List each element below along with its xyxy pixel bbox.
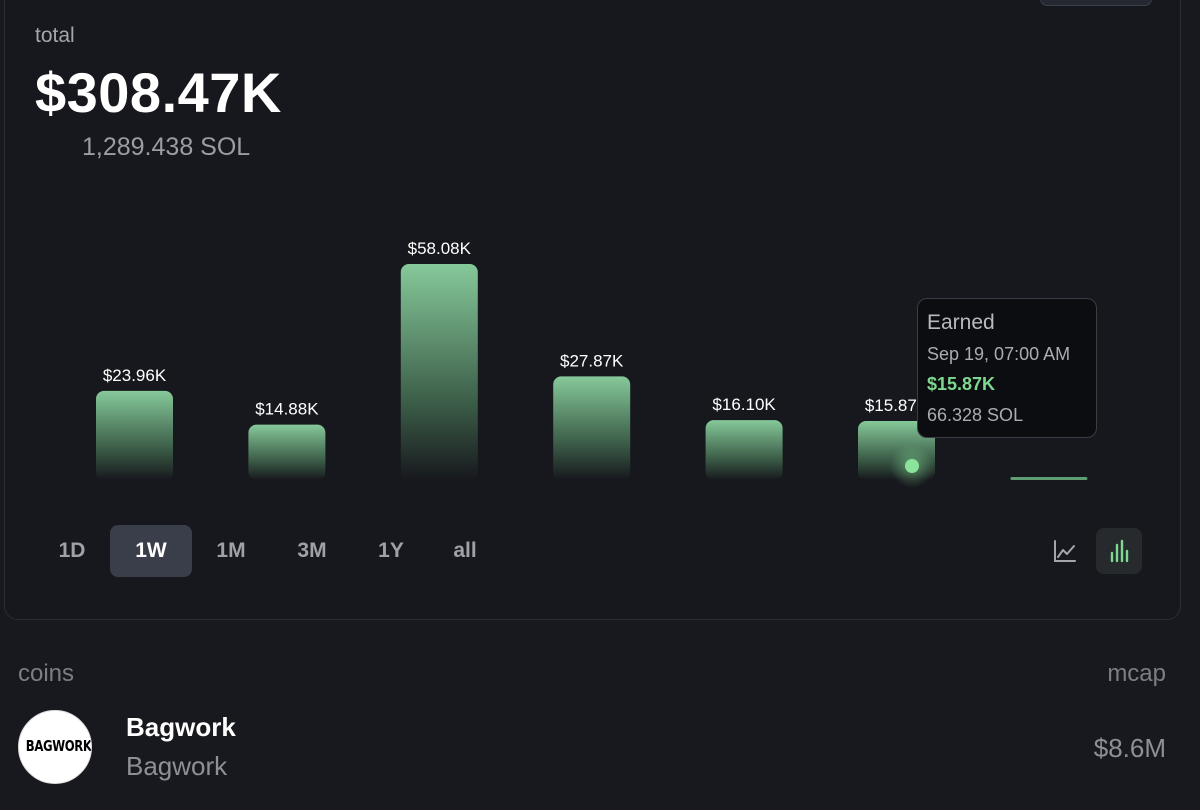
tooltip-sol: 66.328 SOL (927, 405, 1024, 425)
bar-value-label: $15.87K (865, 396, 929, 415)
range-1y[interactable]: 1Y (378, 539, 404, 562)
chart-bar[interactable] (96, 390, 173, 480)
range-3m[interactable]: 3M (297, 539, 327, 562)
total-value: $308.47K (35, 61, 282, 124)
bar-value-label: $16.10K (712, 395, 776, 414)
tooltip-title: Earned (927, 311, 995, 334)
mcap-header: mcap (1107, 660, 1166, 687)
chart-bar[interactable] (553, 376, 631, 480)
hover-dot (905, 459, 919, 473)
chart-bar[interactable] (1010, 477, 1088, 480)
chart-bar[interactable] (705, 420, 783, 480)
coin-mcap: $8.6M (1093, 733, 1166, 763)
total-label: total (35, 24, 75, 47)
line-chart-view-button[interactable] (1042, 528, 1088, 574)
coin-name: Bagwork (126, 712, 236, 742)
total-sol-value: 1,289.438 SOL (82, 133, 251, 161)
chart-bar[interactable] (400, 264, 478, 480)
tooltip-date: Sep 19, 07:00 AM (927, 344, 1071, 364)
line-chart-icon (1054, 540, 1076, 562)
range-all[interactable]: all (453, 539, 477, 562)
range-1m[interactable]: 1M (216, 539, 246, 562)
coin-symbol: Bagwork (126, 751, 228, 781)
coin-avatar: BAGWORK (18, 710, 92, 784)
bar-value-label: $58.08K (408, 239, 472, 258)
coin-row[interactable]: BAGWORK Bagwork Bagwork $8.6M (0, 700, 1200, 800)
bar-value-label: $14.88K (255, 400, 319, 419)
coins-header: coins (18, 660, 75, 687)
earnings-bar-chart: $23.96K $14.88K $58.08K $27.87K $16.10K $15.8… (96, 239, 1088, 488)
range-1w[interactable]: 1W (110, 525, 192, 577)
chart-bar[interactable] (248, 424, 326, 480)
chart-tooltip: Earned Sep 19, 07:00 AM $15.87K 66.328 S… (917, 298, 1097, 438)
bar-value-label: $23.96K (103, 366, 167, 385)
bar-value-label: $27.87K (560, 351, 624, 370)
bar-chart-view-button[interactable] (1096, 528, 1142, 574)
range-1d[interactable]: 1D (58, 539, 86, 562)
coin-logo-text: BAGWORK (25, 737, 92, 755)
bar-chart-icon (1110, 539, 1129, 563)
tooltip-value: $15.87K (927, 374, 996, 394)
